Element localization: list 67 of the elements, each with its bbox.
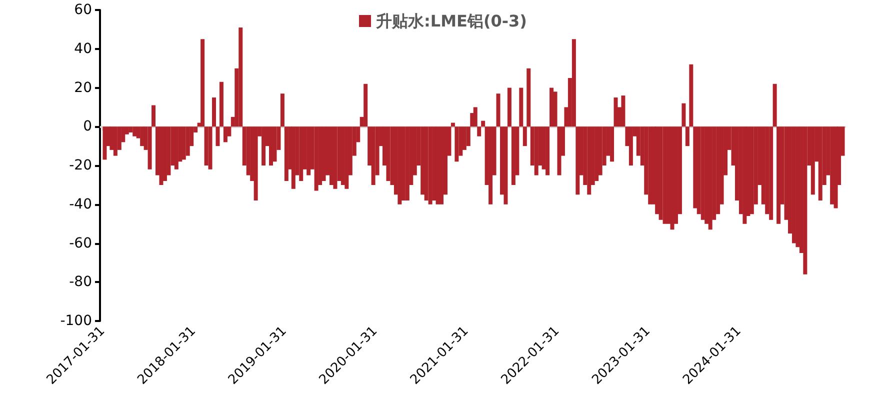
bar: [658, 126, 663, 220]
bar: [364, 84, 368, 127]
bar: [488, 126, 493, 204]
bar: [481, 120, 486, 127]
bar: [830, 126, 834, 204]
bar: [186, 126, 190, 156]
bar: [306, 126, 311, 176]
bar: [204, 126, 208, 166]
bar: [810, 126, 815, 195]
bar: [299, 126, 304, 182]
bar: [128, 126, 133, 132]
bar: [432, 126, 436, 200]
bar: [614, 97, 618, 127]
bar: [769, 126, 774, 220]
bar: [534, 126, 538, 176]
bar: [140, 126, 144, 146]
y-tick-label: -40: [69, 196, 92, 212]
y-tick-label: 20: [74, 80, 92, 96]
bar: [262, 126, 266, 166]
bar: [238, 27, 243, 127]
bar: [200, 39, 205, 127]
bar: [454, 126, 459, 162]
bar: [280, 94, 284, 127]
bar: [223, 126, 228, 142]
bar: [401, 126, 406, 200]
bar: [254, 126, 258, 200]
bar: [405, 126, 410, 200]
bar: [803, 126, 808, 274]
bar: [507, 88, 512, 127]
y-tick-label: -100: [60, 313, 92, 329]
bar: [504, 126, 508, 204]
bar: [628, 126, 633, 166]
bar: [750, 126, 754, 214]
bar: [546, 126, 550, 176]
bar: [594, 126, 599, 182]
bar: [398, 126, 402, 204]
legend-label: 升贴水:LME铝(0-3): [375, 12, 527, 30]
bar: [587, 126, 592, 195]
bar: [174, 126, 178, 170]
bar: [102, 126, 107, 160]
bar: [159, 126, 164, 185]
bar: [371, 126, 376, 185]
bar: [284, 126, 288, 182]
y-tick-label: 40: [74, 40, 92, 57]
bar: [182, 126, 186, 160]
y-tick-label: 60: [74, 2, 92, 18]
bar: [610, 126, 614, 162]
bar: [291, 126, 296, 189]
bar: [621, 96, 626, 127]
bar: [440, 126, 444, 204]
bar: [386, 126, 390, 182]
bar: [132, 126, 137, 136]
y-tick-label: -80: [69, 274, 92, 290]
bar: [219, 82, 224, 127]
y-tick-label: 0: [83, 118, 92, 135]
bar: [550, 88, 554, 127]
bar: [648, 126, 652, 204]
bar: [519, 88, 524, 127]
y-tick-label: -20: [69, 158, 92, 174]
bar: [333, 126, 338, 189]
y-tick-label: -60: [69, 235, 92, 252]
bar: [113, 126, 118, 156]
bar: [272, 126, 277, 162]
bar: [344, 126, 349, 189]
bar: [511, 126, 516, 185]
bar: [424, 126, 428, 200]
bar: [818, 126, 822, 200]
